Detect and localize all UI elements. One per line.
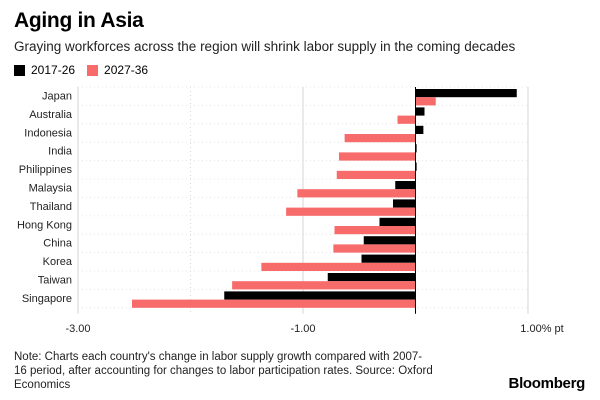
bar-2017-26 [363, 236, 416, 245]
category-label: Hong Kong [17, 219, 72, 231]
category-label: Australia [29, 109, 73, 121]
bar-2027-36 [286, 207, 416, 216]
bar-2017-26 [395, 181, 416, 190]
bar-2027-36 [132, 299, 416, 308]
bar-2017-26 [379, 217, 416, 226]
category-label: Korea [43, 256, 73, 268]
legend-label-2027-36: 2027-36 [104, 63, 149, 77]
legend-swatch-2027-36 [87, 64, 99, 76]
legend: 2017-26 2027-36 [14, 63, 160, 77]
x-tick-label: -1.00 [290, 323, 315, 335]
bar-2017-26 [224, 291, 416, 300]
x-tick-label: 1.00% pt [520, 323, 563, 335]
category-label: Philippines [19, 164, 73, 176]
bar-2017-26 [327, 273, 416, 282]
x-tick-label: -3.00 [65, 323, 90, 335]
footnote: Note: Charts each country's change in la… [14, 351, 433, 391]
legend-swatch-2017-26 [14, 64, 25, 76]
category-label: Malaysia [29, 183, 73, 195]
category-label: Japan [42, 91, 72, 103]
chart-title: Aging in Asia [14, 9, 144, 32]
category-label: China [43, 238, 73, 250]
legend-item-2017-26: 2017-26 [14, 63, 75, 77]
bar-2027-36 [336, 170, 416, 179]
bar-2027-36 [297, 189, 416, 198]
category-label: Taiwan [38, 275, 72, 287]
category-label: Thailand [30, 201, 72, 213]
bar-2027-36 [415, 97, 436, 106]
category-label: India [48, 146, 73, 158]
brand-logo: Bloomberg [508, 375, 586, 392]
bar-2027-36 [333, 244, 416, 253]
bar-2017-26 [393, 199, 416, 208]
legend-item-2027-36: 2027-36 [87, 63, 148, 77]
bar-2017-26 [415, 125, 424, 134]
bar-2017-26 [361, 254, 416, 263]
bar-2027-36 [261, 262, 416, 271]
bar-2017-26 [415, 162, 417, 171]
bar-2027-36 [334, 226, 416, 235]
bar-2017-26 [415, 144, 417, 153]
category-label: Singapore [22, 293, 72, 305]
legend-label-2017-26: 2017-26 [31, 63, 76, 77]
bar-2027-36 [397, 115, 416, 124]
bar-2017-26 [415, 89, 517, 98]
bar-2027-36 [232, 281, 416, 290]
bar-2027-36 [344, 134, 416, 143]
bar-2017-26 [415, 107, 425, 116]
bar-2027-36 [339, 152, 416, 161]
category-label: Indonesia [24, 127, 73, 139]
chart-subtitle: Graying workforces across the region wil… [14, 39, 516, 54]
